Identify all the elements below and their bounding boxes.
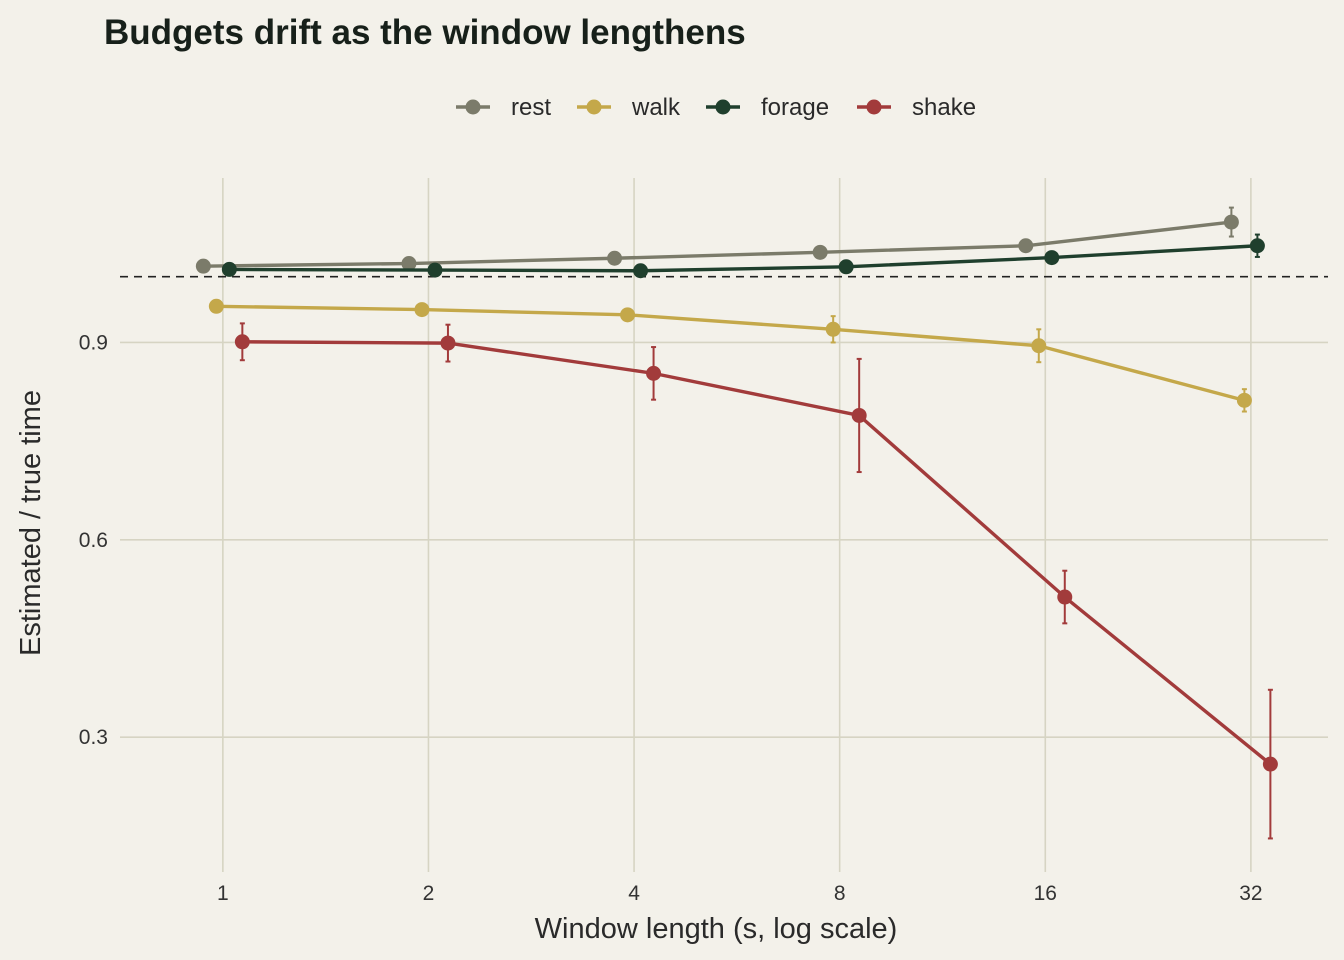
x-tick-label: 1 <box>217 882 229 905</box>
point-rest <box>195 258 211 274</box>
legend-label: forage <box>761 94 829 121</box>
point-walk <box>1236 392 1252 408</box>
point-walk <box>414 302 430 318</box>
series-line-rest <box>203 220 1232 268</box>
y-tick-label: 0.9 <box>79 331 108 354</box>
point-shake <box>1057 589 1073 605</box>
x-axis-title: Window length (s, log scale) <box>535 913 898 945</box>
point-shake <box>646 365 662 381</box>
point-forage <box>427 262 443 278</box>
point-rest <box>1018 238 1034 254</box>
point-forage <box>221 261 237 277</box>
series-line-shake <box>242 340 1272 766</box>
y-tick-label: 0.3 <box>79 726 108 749</box>
legend: rest walk forage shake <box>456 94 976 121</box>
point-rest <box>1223 214 1239 230</box>
x-tick-label: 32 <box>1239 882 1262 905</box>
point-walk <box>825 321 841 337</box>
series-line-walk <box>216 304 1245 402</box>
x-tick-label: 8 <box>834 882 846 905</box>
y-tick-label: 0.6 <box>79 529 108 552</box>
legend-swatch-point <box>715 99 731 115</box>
legend-item-shake: shake <box>857 94 976 121</box>
point-walk <box>208 298 224 314</box>
point-forage <box>633 263 649 279</box>
point-shake <box>440 335 456 351</box>
point-shake <box>1262 756 1278 772</box>
series-shake <box>234 322 1278 840</box>
series-walk <box>208 298 1252 413</box>
x-tick-label: 16 <box>1034 882 1057 905</box>
series-layer <box>195 206 1278 840</box>
gridlines <box>120 178 1328 872</box>
legend-item-rest: rest <box>456 94 551 121</box>
point-forage <box>1044 250 1060 266</box>
point-walk <box>620 307 636 323</box>
point-rest <box>607 250 623 266</box>
legend-item-forage: forage <box>706 94 829 121</box>
x-tick-label: 2 <box>423 882 435 905</box>
y-axis-ticks: 0.3 0.6 0.9 <box>79 331 108 749</box>
series-rest <box>195 206 1239 274</box>
series-line-forage <box>229 244 1258 273</box>
chart-title: Budgets drift as the window lengthens <box>104 13 746 52</box>
legend-label: walk <box>631 94 681 121</box>
point-rest <box>401 256 417 272</box>
legend-swatch-point <box>866 99 882 115</box>
point-walk <box>1031 338 1047 354</box>
y-axis-title: Estimated / true time <box>15 390 47 656</box>
series-forage <box>221 233 1265 279</box>
legend-label: rest <box>511 94 551 121</box>
point-rest <box>812 244 828 260</box>
point-forage <box>838 259 854 275</box>
point-forage <box>1249 238 1265 254</box>
legend-item-walk: walk <box>577 94 681 121</box>
point-shake <box>851 407 867 423</box>
point-shake <box>234 334 250 350</box>
legend-swatch-point <box>586 99 602 115</box>
legend-label: shake <box>912 94 976 121</box>
legend-swatch-point <box>465 99 481 115</box>
x-axis-ticks: 1 2 4 8 16 32 <box>217 882 1263 905</box>
x-tick-label: 4 <box>628 882 640 905</box>
